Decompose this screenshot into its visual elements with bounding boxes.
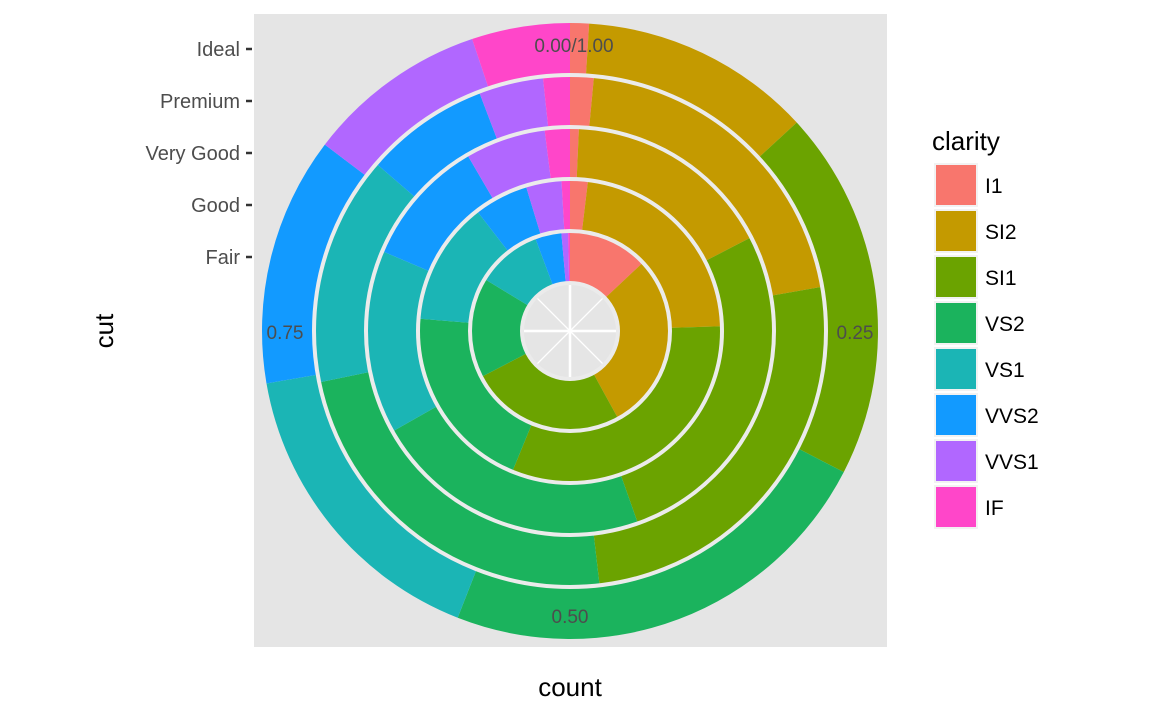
legend-label: VVS1 — [985, 451, 1039, 474]
slice-ideal-si2 — [585, 23, 797, 158]
slice-fair-si2 — [593, 262, 671, 419]
slice-fair-vs1 — [484, 237, 554, 307]
legend-swatch — [936, 303, 976, 343]
slice-ideal-vvs1 — [324, 38, 489, 177]
legend-swatch — [936, 349, 976, 389]
slice-ideal-if — [472, 23, 570, 89]
legend-swatch — [936, 257, 976, 297]
angle-tick-label: 0.75 — [267, 323, 304, 344]
ring-separator — [312, 73, 828, 589]
slice-good-si2 — [581, 180, 722, 328]
slice-fair-vvs2 — [534, 231, 566, 287]
slice-good-if — [561, 178, 570, 232]
slice-very-good-vvs1 — [467, 128, 551, 200]
slice-very-good-vvs2 — [382, 154, 494, 272]
cut-tick-label: Very Good — [145, 143, 240, 165]
slice-very-good-if — [544, 127, 570, 181]
slice-ideal-si1 — [758, 122, 878, 473]
slices-layer — [262, 23, 878, 639]
cut-tick-label: Good — [191, 195, 240, 217]
legend-label: VS1 — [985, 359, 1025, 382]
cut-tick-label: Fair — [206, 247, 241, 269]
slice-very-good-si2 — [576, 127, 752, 262]
cut-tick-label: Ideal — [197, 39, 240, 61]
slice-very-good-vs1 — [365, 251, 438, 432]
legend-swatch — [936, 441, 976, 481]
slice-very-good-si1 — [620, 237, 774, 524]
legend-label: IF — [985, 497, 1004, 520]
legend-swatch — [936, 165, 976, 205]
slice-fair-vs2 — [470, 279, 529, 377]
x-axis-title: count — [538, 672, 602, 702]
slice-fair-si1 — [481, 353, 619, 432]
slice-good-vs1 — [418, 210, 509, 323]
legend-items: I1 SI2 SI1 VS2 VS1 VVS2 VVS1 IF — [934, 163, 1039, 529]
slice-ideal-vs2 — [457, 448, 844, 639]
angle-tick-label: 0.50 — [552, 607, 589, 628]
legend-label: VS2 — [985, 313, 1025, 336]
slice-ideal-vvs2 — [262, 144, 367, 384]
slice-ideal-vs1 — [266, 374, 477, 618]
slice-good-vvs1 — [525, 179, 565, 236]
slice-good-vs2 — [418, 318, 533, 472]
legend-label: SI1 — [985, 267, 1017, 290]
ring-separator-layer — [312, 73, 828, 589]
slice-premium-vvs1 — [479, 76, 549, 141]
ring-separator — [520, 281, 620, 381]
slice-premium-vs1 — [314, 163, 416, 383]
slice-ideal-i1 — [570, 23, 590, 76]
ring-separator — [416, 177, 724, 485]
slice-fair-vvs1 — [561, 231, 570, 284]
legend-swatch — [936, 211, 976, 251]
ring-separator — [468, 229, 672, 433]
cut-tick-label: Premium — [160, 91, 240, 113]
slice-very-good-vs2 — [392, 405, 638, 536]
slice-fair-if — [568, 231, 570, 284]
slice-premium-vvs2 — [376, 91, 498, 198]
slice-very-good-i1 — [570, 127, 579, 180]
legend-swatch — [936, 395, 976, 435]
legend: clarity I1 SI2 SI1 VS2 VS1 VVS2 VVS1 IF — [932, 126, 1039, 529]
slice-good-i1 — [570, 179, 589, 232]
legend-label: SI2 — [985, 221, 1017, 244]
angle-tick-labels: 0.00/1.00 0.25 0.50 0.75 — [267, 36, 874, 628]
cut-axis: Fair Good Very Good Premium Ideal — [145, 39, 252, 269]
slice-premium-si1 — [593, 286, 826, 586]
legend-swatch — [936, 487, 976, 527]
angle-tick-label: 0.00/1.00 — [534, 36, 613, 57]
slice-premium-si2 — [589, 76, 823, 296]
ring-separator — [364, 125, 776, 537]
angle-tick-label: 0.25 — [837, 323, 874, 344]
legend-title: clarity — [932, 126, 1000, 156]
y-axis-title: cut — [89, 313, 119, 348]
legend-label: VVS2 — [985, 405, 1039, 428]
slice-premium-i1 — [570, 75, 595, 128]
legend-label: I1 — [985, 175, 1003, 198]
slice-premium-if — [542, 75, 570, 129]
